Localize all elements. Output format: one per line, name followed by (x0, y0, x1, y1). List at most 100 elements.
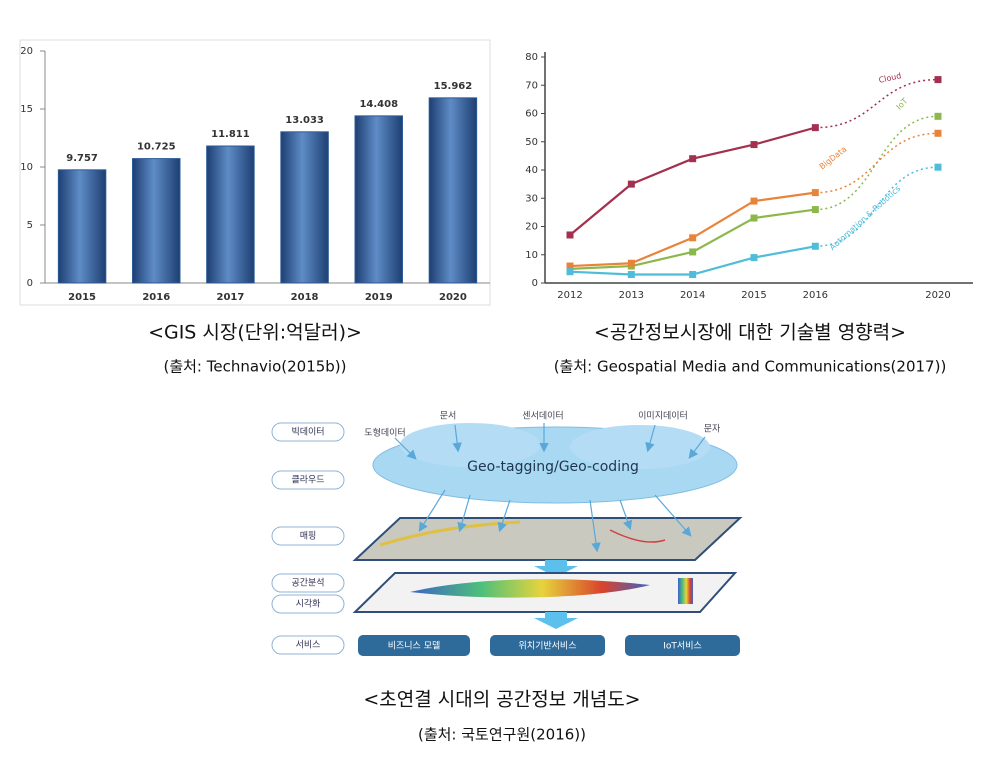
layer-pill: 빅데이터 (271, 422, 345, 442)
y-tick-label: 60 (525, 109, 538, 120)
value-label: 11.811 (211, 129, 250, 140)
series-label: Automation & Robotics (828, 184, 902, 252)
y-tick-label: 0 (27, 278, 33, 289)
caption-title: <GIS 시장(단위:억달러)> (148, 322, 362, 344)
point (811, 189, 819, 197)
point (627, 271, 635, 279)
bar (428, 97, 478, 284)
bar (280, 131, 329, 284)
x-tick-label: 2019 (365, 292, 393, 303)
x-tick-label: 2017 (216, 292, 244, 303)
point (750, 254, 758, 262)
point (934, 129, 942, 137)
source-label: 도형데이터 (364, 428, 405, 439)
series-label: IoT (895, 96, 910, 111)
bar (354, 115, 403, 284)
layer-label: 빅데이터 (291, 427, 324, 438)
service-label: 비즈니스 모델 (388, 640, 441, 652)
series-label: Cloud (878, 71, 902, 85)
y-tick-label: 80 (525, 52, 538, 63)
series-line (570, 116, 938, 269)
pill-box (271, 594, 345, 614)
caption-source: (출처: 국토연구원(2016)) (418, 726, 586, 744)
bar (206, 145, 255, 284)
pill-box (271, 422, 345, 442)
layer-label: 클라우드 (291, 475, 324, 486)
series-label: BigData (818, 145, 849, 172)
y-tick-label: 70 (525, 80, 538, 91)
caption-source: (출처: Technavio(2015b)) (163, 358, 346, 376)
y-tick-label: 50 (525, 137, 538, 148)
bar (57, 169, 107, 284)
layer-label: 서비스 (296, 640, 321, 651)
point (627, 180, 635, 188)
point (689, 248, 697, 256)
cloud-label: Geo-tagging/Geo-coding (467, 459, 639, 475)
forecast-curve (815, 78, 939, 129)
map-route (609, 529, 666, 543)
y-tick-label: 5 (27, 220, 33, 231)
point (934, 76, 942, 84)
flow-arrow (534, 612, 578, 629)
value-label: 10.725 (137, 142, 176, 153)
y-tick-label: 15 (20, 104, 33, 115)
point (566, 268, 574, 276)
point (750, 197, 758, 205)
pill-box (271, 526, 345, 546)
layer-label: 매핑 (300, 531, 317, 542)
caption-source: (출처: Geospatial Media and Communications… (554, 358, 947, 376)
layer-pill: 매핑 (271, 526, 345, 546)
x-tick-label: 2020 (925, 290, 950, 301)
chart-frame (19, 39, 491, 306)
point (934, 163, 942, 171)
point (627, 259, 635, 267)
pill-box (271, 470, 345, 490)
caption-title: <초연결 시대의 공간정보 개념도> (363, 689, 640, 711)
source-label: 이미지데이터 (638, 411, 688, 422)
x-tick-label: 2012 (557, 290, 582, 301)
y-tick-label: 10 (525, 250, 538, 261)
y-tick-label: 10 (20, 162, 33, 173)
service-label: IoT서비스 (663, 641, 702, 652)
heat-legend (678, 578, 693, 604)
cloud-puff (570, 425, 710, 469)
y-tick-label: 20 (20, 46, 33, 57)
layer-pill: 서비스 (271, 635, 345, 655)
source-label: 문서 (440, 411, 457, 422)
point (750, 214, 758, 222)
y-tick-label: 0 (532, 278, 538, 289)
layer-label: 공간분석 (291, 578, 324, 589)
y-tick-label: 40 (525, 165, 538, 176)
point (811, 206, 819, 214)
value-label: 9.757 (66, 153, 98, 164)
value-label: 14.408 (359, 99, 398, 110)
series-line (570, 80, 938, 235)
x-tick-label: 2016 (803, 290, 828, 301)
layer-pill: 공간분석 (271, 573, 345, 593)
pill-box (271, 635, 345, 655)
x-tick-label: 2013 (619, 290, 644, 301)
flow-arrow (534, 560, 578, 577)
point (811, 242, 819, 250)
x-tick-label: 2015 (68, 292, 96, 303)
map-layer (352, 517, 743, 561)
heatmap (410, 579, 650, 598)
layer-pill: 클라우드 (271, 470, 345, 490)
bar (132, 158, 181, 284)
point (689, 234, 697, 242)
cloud-puff (400, 423, 540, 467)
forecast-curve (815, 132, 939, 194)
point (811, 124, 819, 132)
point (750, 141, 758, 149)
point (934, 112, 942, 120)
service-box (358, 635, 470, 656)
diagram: Geo-tagging/Geo-coding (265, 405, 745, 663)
service-box (490, 635, 605, 656)
forecast-curve (815, 166, 939, 248)
x-tick-label: 2016 (142, 292, 170, 303)
caption-title: <공간정보시장에 대한 기술별 영향력> (594, 322, 906, 344)
layer-pill: 시각화 (271, 594, 345, 614)
point (689, 155, 697, 163)
x-tick-label: 2020 (439, 292, 467, 303)
value-label: 15.962 (434, 81, 473, 92)
